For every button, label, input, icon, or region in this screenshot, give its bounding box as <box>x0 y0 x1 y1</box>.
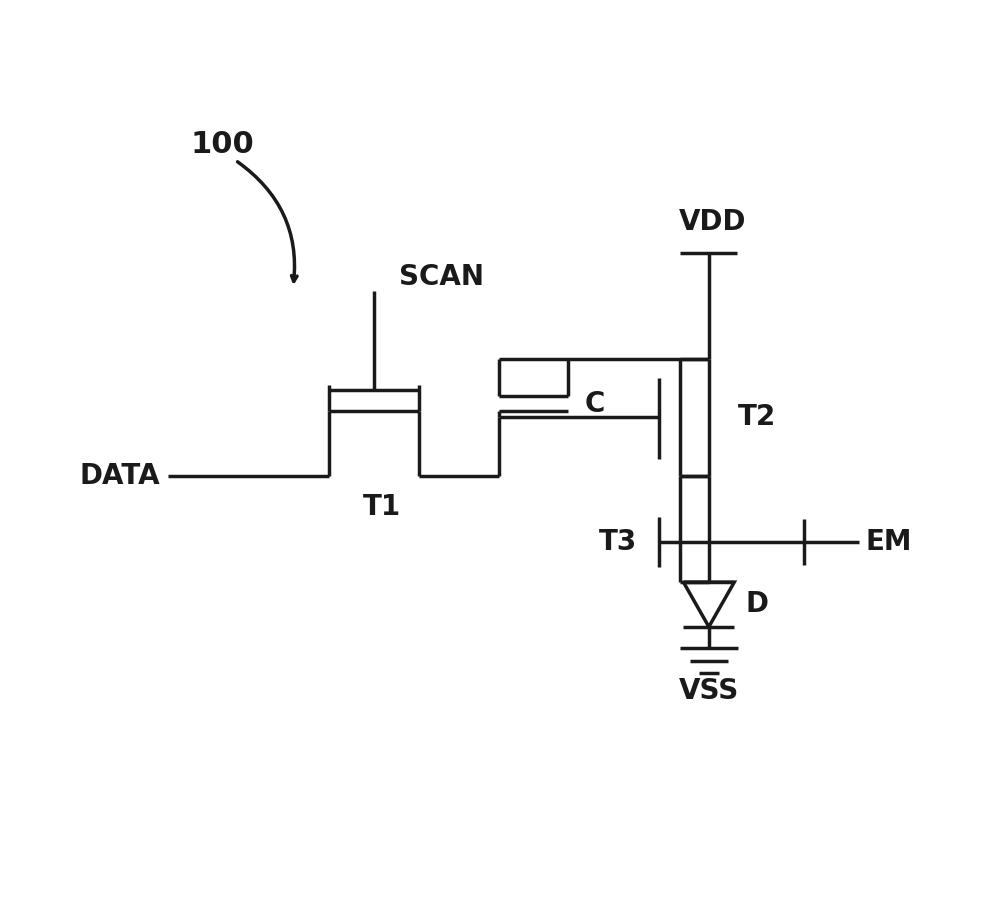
Text: DATA: DATA <box>79 462 160 490</box>
Text: D: D <box>746 590 769 618</box>
Text: C: C <box>585 389 605 417</box>
Text: T3: T3 <box>599 528 637 556</box>
Text: T1: T1 <box>363 492 401 520</box>
Text: T2: T2 <box>738 404 776 432</box>
Text: SCAN: SCAN <box>399 263 484 291</box>
Text: VSS: VSS <box>679 677 739 705</box>
Text: 100: 100 <box>191 130 254 159</box>
Text: VDD: VDD <box>679 208 746 236</box>
Text: EM: EM <box>865 528 912 556</box>
